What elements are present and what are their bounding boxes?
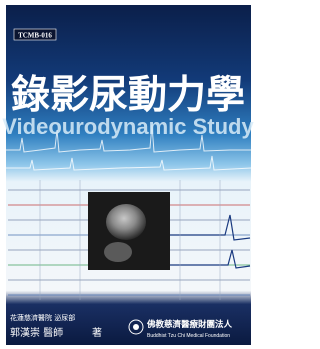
series-code: TCMB-016 — [18, 32, 52, 40]
cover-background — [6, 5, 251, 345]
publisher-en: Buddhist Tzu Chi Medical Foundation — [147, 333, 230, 339]
page: {"cover": { "series_code": "TCMB-016", "… — [0, 0, 258, 349]
title-zh: 錄影尿動力學 — [11, 73, 245, 118]
author-affiliation: 花蓮慈濟醫院 泌尿部 — [10, 313, 75, 322]
publisher-logo-center — [133, 324, 139, 330]
pelvis-shadow — [104, 242, 132, 262]
author-role: 著 — [92, 326, 102, 339]
title-en: Videourodynamic Study — [2, 114, 254, 139]
book-cover: TCMB-016 錄影尿動力學 Videourodynamic Study 花蓮… — [0, 0, 258, 349]
author-name: 郭漢崇 醫師 — [10, 326, 63, 339]
publisher-zh: 佛教慈濟醫療財團法人 — [146, 319, 233, 330]
bladder-image — [106, 204, 146, 240]
